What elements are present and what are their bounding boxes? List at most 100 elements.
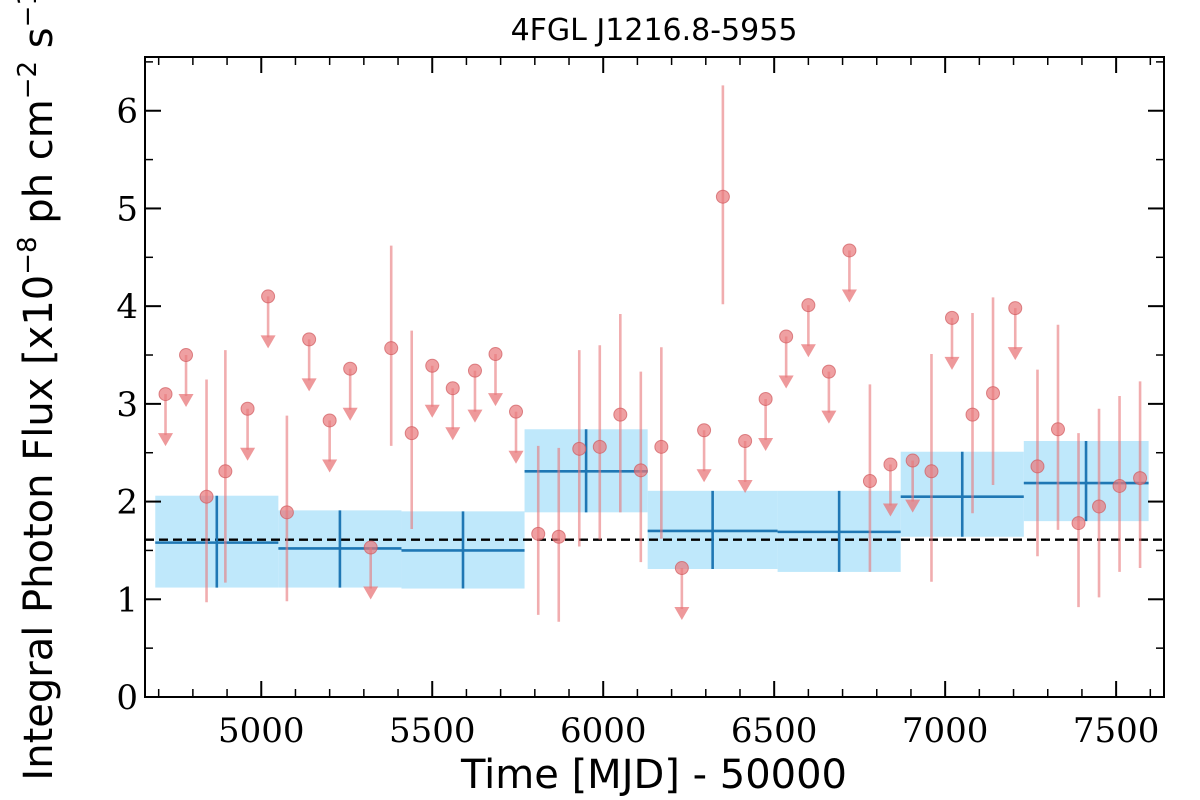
upper-limit-point-6	[343, 361, 358, 376]
upper-limit-point-21	[883, 457, 898, 472]
y-axis-label: Integral Photon Flux [x10−8 ph cm−2 s−1]	[13, 0, 62, 781]
upper-limit-point-18	[801, 298, 816, 313]
upper-limit-arrow-5	[322, 459, 338, 473]
upper-limit-point-19	[821, 364, 836, 379]
upper-limit-arrow-0	[158, 433, 174, 447]
upper-limit-arrow-12	[508, 450, 524, 464]
upper-limit-point-11	[488, 347, 503, 362]
detection-point-19	[1071, 516, 1086, 531]
y-tick-label: 5	[116, 189, 138, 229]
upper-limit-7	[363, 540, 379, 600]
detection-15	[965, 313, 980, 514]
detection-point-8	[592, 439, 607, 454]
detection-7	[572, 350, 587, 547]
upper-limit-point-0	[158, 387, 173, 402]
y-tick-label: 1	[116, 580, 138, 620]
detection-point-12	[715, 189, 730, 204]
upper-limit-14	[696, 423, 712, 483]
flux-points-layer	[158, 85, 1148, 622]
upper-limit-point-17	[779, 329, 794, 344]
detection-1	[218, 350, 233, 583]
binned-flux-layer	[155, 429, 1149, 589]
upper-limit-point-10	[467, 363, 482, 378]
detection-point-3	[384, 341, 399, 356]
detection-18	[1050, 324, 1065, 530]
detection-16	[986, 297, 1001, 485]
y-tick-label: 4	[116, 287, 138, 327]
y-axis-label-exp1: −8	[13, 236, 43, 274]
upper-limit-point-16	[758, 391, 773, 406]
upper-limit-point-2	[240, 401, 255, 416]
detection-point-6	[551, 529, 566, 544]
y-tick-label: 6	[116, 92, 138, 132]
detection-point-10	[633, 463, 648, 478]
detection-3	[384, 245, 399, 446]
y-axis-label-exp2: −2	[13, 61, 43, 99]
upper-limit-24	[1007, 301, 1023, 361]
upper-limit-15	[737, 434, 753, 494]
upper-limit-point-23	[944, 310, 959, 325]
detection-point-4	[404, 426, 419, 441]
plot-frame	[144, 56, 1165, 698]
detection-point-17	[1030, 459, 1045, 474]
upper-limit-arrow-23	[944, 356, 960, 370]
detection-11	[654, 347, 669, 539]
upper-limit-point-7	[363, 540, 378, 555]
x-tick-label: 5000	[218, 711, 305, 751]
upper-limit-22	[905, 453, 921, 513]
upper-limit-arrow-17	[778, 375, 794, 389]
detection-point-18	[1050, 422, 1065, 437]
detection-point-1	[218, 464, 233, 479]
upper-limit-19	[821, 364, 837, 424]
upper-limit-arrow-8	[424, 404, 440, 418]
y-axis-label-mid2: s	[16, 27, 62, 61]
detection-point-0	[199, 489, 214, 504]
upper-limit-1	[178, 348, 194, 408]
upper-limit-6	[342, 361, 358, 421]
detection-point-16	[986, 386, 1001, 401]
upper-limit-point-22	[905, 453, 920, 468]
detection-point-20	[1092, 499, 1107, 514]
x-tick-label: 6000	[560, 711, 647, 751]
upper-limit-8	[424, 358, 440, 418]
detection-19	[1071, 433, 1086, 608]
detection-21	[1112, 396, 1127, 572]
detection-8	[592, 345, 607, 540]
detection-point-11	[654, 439, 669, 454]
detection-point-2	[279, 505, 294, 520]
upper-limit-point-3	[261, 289, 276, 304]
upper-limit-17	[778, 329, 794, 389]
upper-limit-point-8	[425, 358, 440, 373]
upper-limit-arrow-21	[882, 503, 898, 517]
upper-limit-arrow-16	[758, 438, 774, 452]
detection-20	[1092, 408, 1107, 598]
upper-limit-arrow-19	[821, 410, 837, 424]
upper-limit-arrow-18	[800, 344, 816, 358]
upper-limit-arrow-10	[467, 409, 483, 423]
upper-limit-arrow-6	[342, 407, 358, 421]
upper-limit-13	[674, 561, 690, 621]
upper-limit-23	[944, 310, 960, 370]
detection-point-14	[924, 464, 939, 479]
upper-limit-arrow-24	[1007, 347, 1023, 361]
upper-limit-4	[301, 332, 317, 392]
upper-limit-arrow-1	[178, 394, 194, 408]
detection-point-7	[572, 441, 587, 456]
y-tick-label: 3	[116, 385, 138, 425]
upper-limit-point-4	[302, 332, 317, 347]
upper-limit-arrow-13	[674, 607, 690, 621]
upper-limit-12	[508, 404, 524, 464]
upper-limit-11	[487, 347, 503, 407]
upper-limit-arrow-15	[737, 480, 753, 494]
x-tick-label: 7500	[1073, 711, 1160, 751]
upper-limit-point-20	[842, 243, 857, 258]
upper-limit-0	[158, 387, 174, 447]
upper-limit-point-15	[738, 434, 753, 448]
detection-point-15	[965, 407, 980, 422]
upper-limit-3	[260, 289, 276, 349]
upper-limit-point-12	[509, 404, 524, 419]
detection-2	[279, 415, 294, 602]
detection-17	[1030, 369, 1045, 557]
upper-limit-point-1	[179, 348, 194, 363]
